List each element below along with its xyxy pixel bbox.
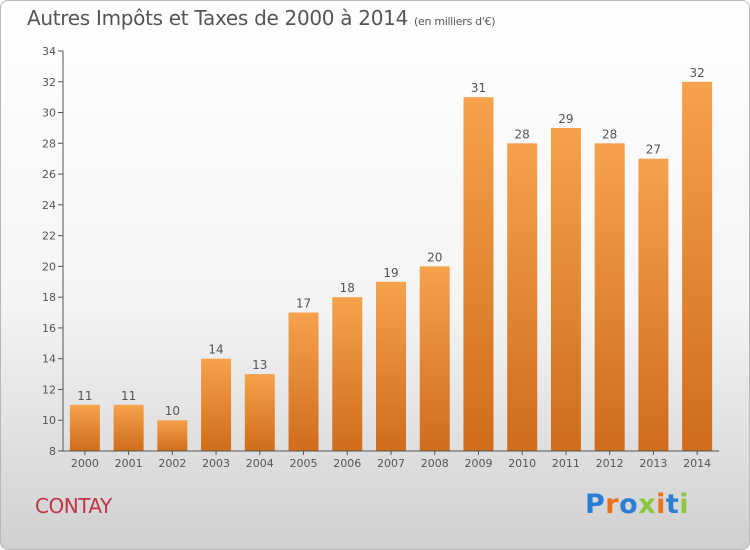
bar — [69, 404, 100, 451]
x-tick-label: 2003 — [202, 457, 230, 470]
data-label: 28 — [515, 127, 530, 141]
bar — [113, 404, 144, 451]
x-tick-label: 2002 — [158, 457, 186, 470]
x-tick-label: 2014 — [683, 457, 711, 470]
data-label: 18 — [340, 281, 355, 295]
y-tick-label: 20 — [42, 260, 56, 273]
bar — [157, 420, 188, 451]
y-tick-label: 14 — [42, 353, 56, 366]
proxiti-logo[interactable]: Proxiti — [585, 489, 689, 520]
logo-letter: P — [585, 489, 606, 520]
y-tick-label: 12 — [42, 383, 56, 396]
bar — [288, 312, 319, 451]
y-tick-label: 32 — [42, 76, 56, 89]
bar — [463, 97, 494, 452]
x-tick-label: 2012 — [596, 457, 624, 470]
bars: 11 11 10 14 13 17 18 19 20 31 28 29 28 27 32 — [69, 66, 713, 452]
data-label: 11 — [121, 389, 136, 403]
x-tick-label: 2000 — [71, 457, 99, 470]
y-tick-label: 34 — [42, 45, 56, 58]
bar — [419, 266, 450, 451]
y-tick-label: 22 — [42, 230, 56, 243]
x-tick-label: 2009 — [464, 457, 492, 470]
data-label: 13 — [252, 358, 267, 372]
bar — [507, 143, 538, 452]
y-tick-label: 28 — [42, 137, 56, 150]
data-label: 29 — [558, 112, 573, 126]
data-label: 14 — [208, 343, 223, 357]
commune-name: CONTAY — [35, 494, 112, 518]
logo-letter: t — [665, 489, 680, 520]
data-label: 17 — [296, 297, 311, 311]
chart-title-text: Autres Impôts et Taxes de 2000 à 2014 — [27, 6, 408, 30]
y-tick-label: 18 — [42, 291, 56, 304]
y-tick-label: 16 — [42, 322, 56, 335]
logo-letter: i — [679, 489, 690, 520]
y-tick-label: 26 — [42, 168, 56, 181]
x-tick-label: 2013 — [639, 457, 667, 470]
bar — [332, 297, 363, 451]
x-tick-label: 2007 — [377, 457, 405, 470]
x-tick-label: 2011 — [552, 457, 580, 470]
chart-title: Autres Impôts et Taxes de 2000 à 2014 (en… — [27, 6, 495, 30]
bar — [244, 374, 275, 451]
logo-letter: r — [605, 489, 620, 520]
logo-letter: i — [656, 489, 666, 520]
bar — [201, 358, 232, 451]
data-label: 31 — [471, 81, 486, 95]
y-tick-label: 24 — [42, 199, 56, 212]
bar — [376, 281, 406, 451]
unit-note: (en milliers d'€) — [414, 15, 496, 28]
x-tick-label: 2006 — [333, 457, 361, 470]
y-axis: 8 10 12 14 16 18 20 22 24 26 28 30 32 34 — [42, 45, 64, 458]
data-label: 28 — [602, 127, 617, 141]
y-tick-label: 30 — [42, 107, 56, 120]
bar — [682, 81, 713, 452]
y-tick-label: 8 — [49, 445, 56, 458]
data-label: 32 — [689, 66, 704, 80]
data-label: 20 — [427, 250, 442, 264]
bar — [638, 158, 669, 451]
x-tick-label: 2001 — [115, 457, 143, 470]
x-axis: 2000 2001 2002 2003 2004 2005 2006 2007 2008 2009… — [63, 450, 719, 470]
data-label: 27 — [646, 143, 661, 157]
bar — [594, 143, 625, 452]
y-tick-label: 10 — [42, 414, 56, 427]
bar — [550, 127, 581, 451]
x-tick-label: 2005 — [290, 457, 318, 470]
data-label: 19 — [383, 266, 398, 280]
x-tick-label: 2010 — [508, 457, 536, 470]
data-label: 11 — [77, 389, 92, 403]
logo-letter: x — [638, 489, 657, 520]
data-label: 10 — [165, 404, 180, 418]
logo-letter: o — [619, 489, 639, 520]
x-tick-label: 2004 — [246, 457, 274, 470]
x-tick-label: 2008 — [421, 457, 449, 470]
